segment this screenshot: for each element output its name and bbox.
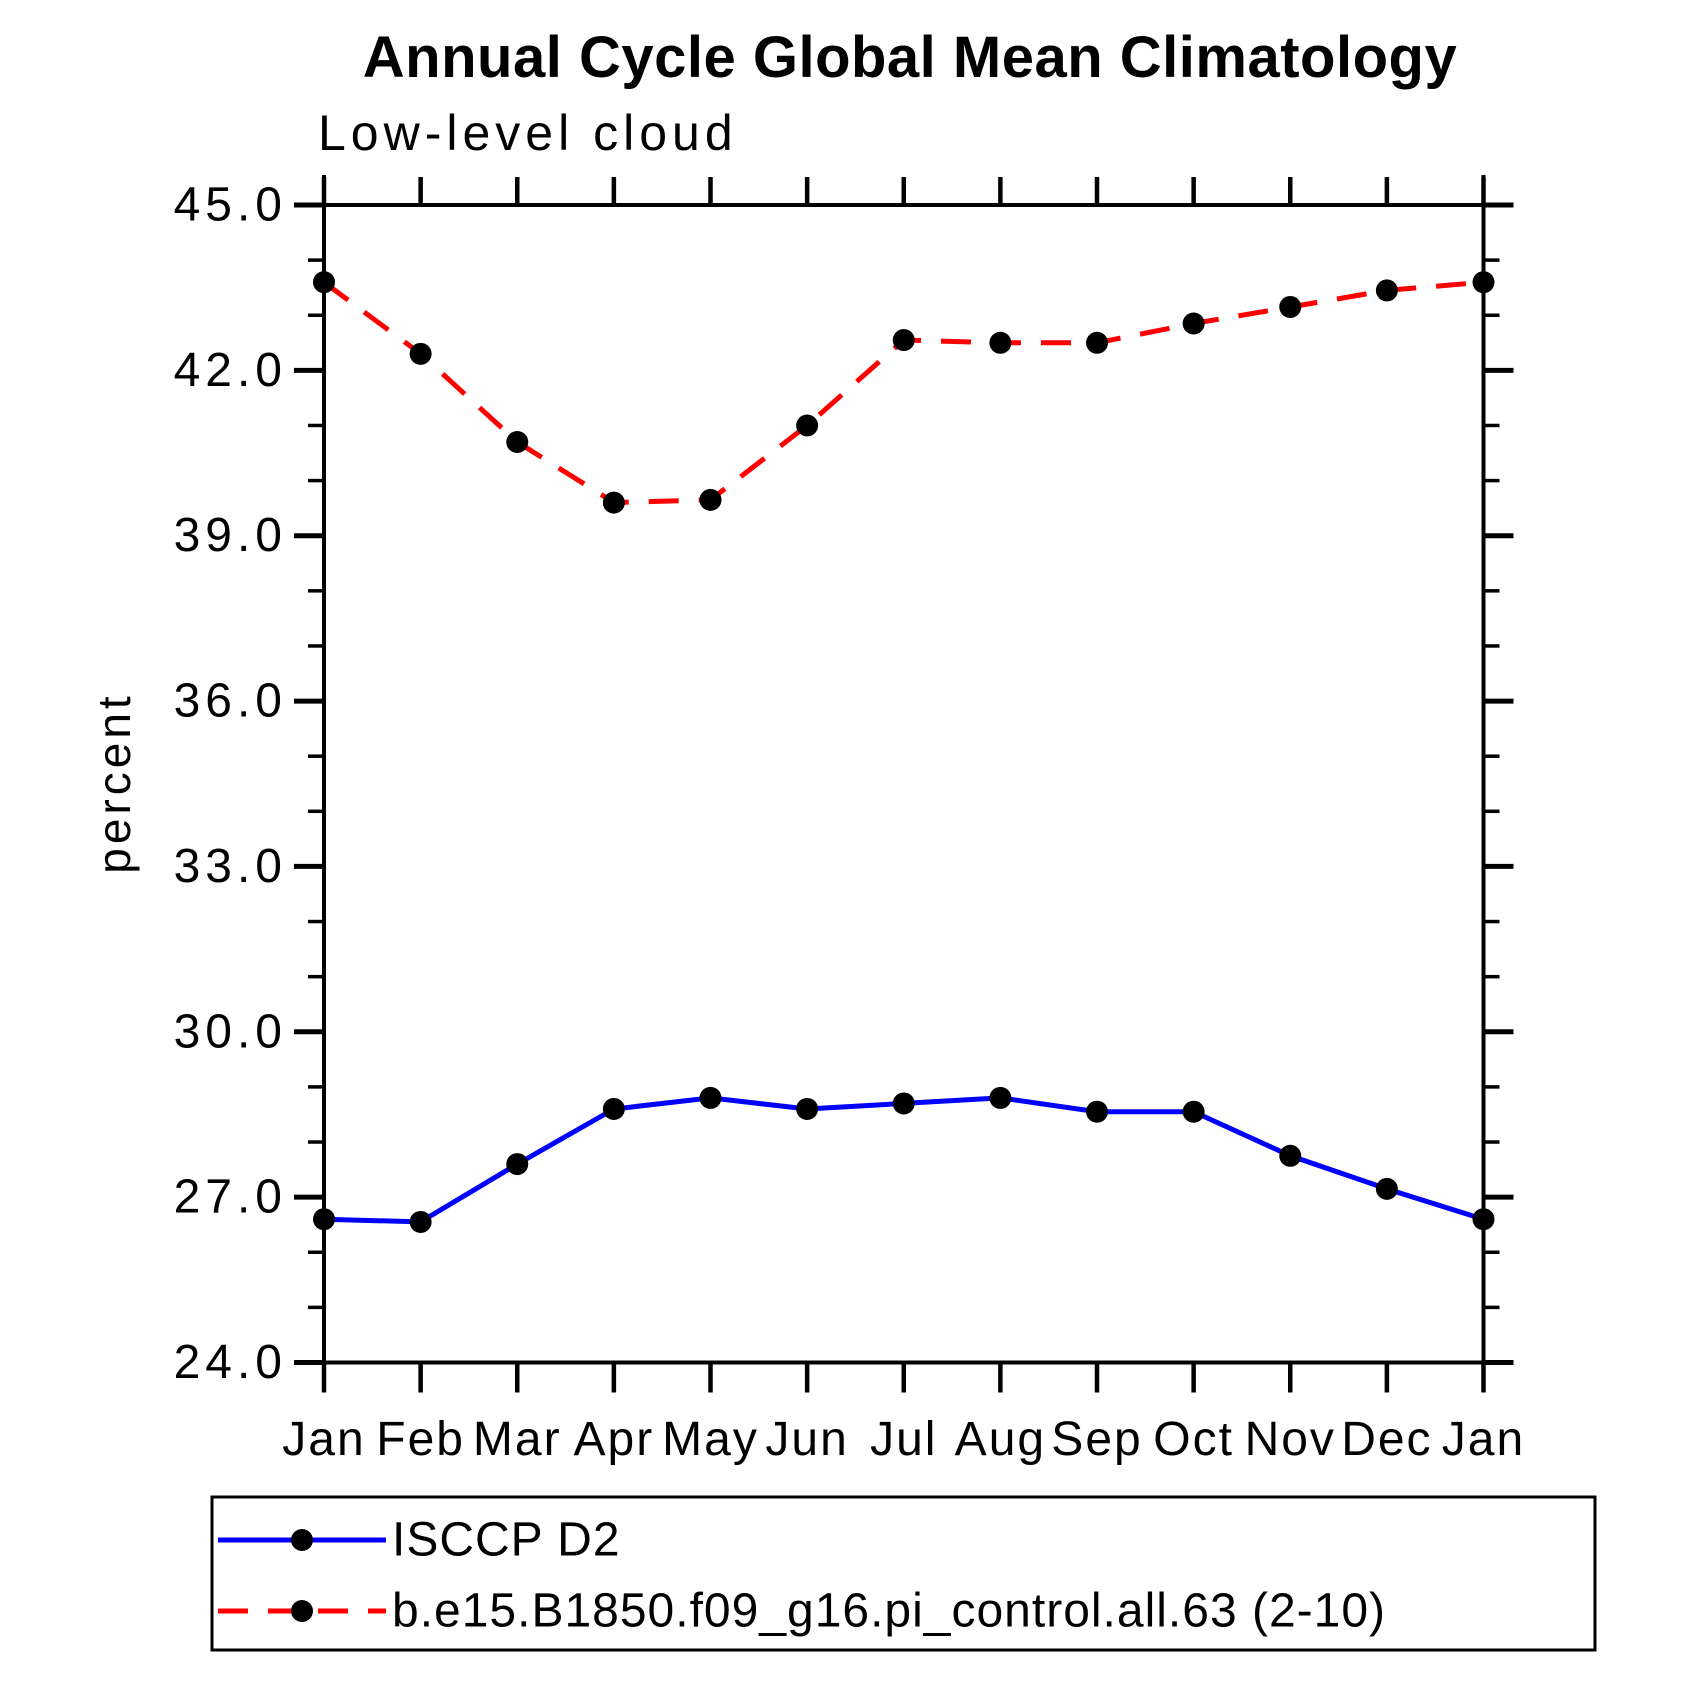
x-tick-label: Jan (282, 1413, 365, 1466)
x-tick-label: Jan (1442, 1413, 1525, 1466)
data-point-marker (1472, 1208, 1495, 1231)
y-tick-label: 45.0 (174, 179, 287, 232)
y-tick-label: 42.0 (174, 344, 287, 397)
x-tick-label: May (662, 1413, 759, 1466)
legend-marker-1 (291, 1600, 313, 1622)
data-point-marker (409, 342, 432, 365)
y-tick-label: 30.0 (174, 1005, 287, 1058)
data-point-marker (989, 1086, 1012, 1109)
x-tick-label: Aug (955, 1413, 1046, 1466)
data-point-marker (1375, 1177, 1398, 1200)
data-point-marker (1086, 1100, 1108, 1123)
data-point-marker (409, 1210, 432, 1233)
x-tick-label: Oct (1153, 1413, 1234, 1466)
data-point-marker (1086, 331, 1108, 354)
data-point-marker (796, 414, 819, 437)
data-point-marker (1472, 271, 1495, 294)
series-line-0 (323, 1095, 1485, 1225)
x-tick-label: Jul (870, 1413, 937, 1466)
data-point-marker (1279, 295, 1302, 318)
x-tick-label: Dec (1341, 1413, 1432, 1466)
data-point-marker (892, 329, 915, 352)
data-point-marker (1182, 1100, 1205, 1123)
x-tick-label: Feb (376, 1413, 465, 1466)
legend-label-0: ISCCP D2 (392, 1514, 621, 1567)
data-point-marker (699, 1086, 722, 1109)
x-tick-label: Mar (473, 1413, 562, 1466)
y-tick-label: 24.0 (174, 1336, 287, 1389)
data-point-marker (989, 331, 1012, 354)
y-tick-label: 39.0 (174, 509, 287, 562)
data-point-marker (1279, 1144, 1302, 1167)
x-tick-label: Nov (1245, 1413, 1336, 1466)
data-point-marker (892, 1092, 915, 1115)
y-tick-label: 36.0 (174, 675, 287, 728)
legend-label-1: b.e15.B1850.f09_g16.pi_control.all.63 (2… (392, 1585, 1386, 1638)
data-point-marker (313, 1208, 335, 1231)
series-line-1 (322, 279, 1484, 506)
data-point-marker (506, 1153, 529, 1176)
data-point-marker (602, 491, 625, 514)
chart-subtitle: Low-level cloud (318, 105, 738, 161)
data-point-marker (506, 431, 529, 454)
legend-box (210, 1495, 1597, 1652)
y-tick-label: 27.0 (174, 1171, 287, 1224)
data-point-marker (1375, 279, 1398, 302)
chart-title: Annual Cycle Global Mean Climatology (362, 25, 1458, 90)
x-tick-label: Sep (1051, 1413, 1142, 1466)
data-point-marker (796, 1097, 819, 1120)
data-point-marker (313, 271, 335, 294)
x-tick-label: Apr (574, 1413, 655, 1466)
legend-marker-0 (291, 1529, 313, 1551)
data-point-marker (699, 488, 722, 511)
data-point-marker (602, 1097, 625, 1120)
data-point-marker (1182, 312, 1205, 335)
y-tick-label: 33.0 (174, 840, 287, 893)
x-tick-label: Jun (765, 1413, 848, 1466)
